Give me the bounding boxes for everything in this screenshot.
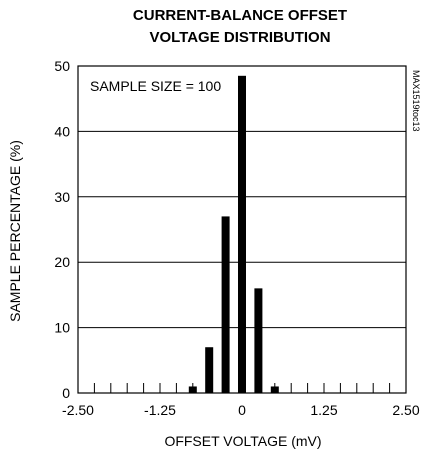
x-tick-label-0: -2.50 (62, 402, 94, 418)
x-tick-label-4: 2.50 (392, 402, 419, 418)
x-axis-label: OFFSET VOLTAGE (mV) (164, 433, 321, 449)
figure-tag: MAX1519toc13 (411, 70, 421, 132)
axis-ticks (93, 383, 391, 393)
x-tick-label-2: 0 (238, 402, 246, 418)
bar-2 (221, 216, 230, 393)
sample-size-note: SAMPLE SIZE = 100 (90, 78, 221, 94)
bars (188, 75, 279, 393)
y-tick-label-5: 50 (54, 58, 70, 74)
y-axis-label: SAMPLE PERCENTAGE (%) (7, 140, 23, 322)
plot-frame (77, 65, 407, 394)
y-tick-label-2: 20 (54, 254, 70, 270)
chart-title-line-2: VOLTAGE DISTRIBUTION (149, 29, 330, 46)
x-tick-label-3: 1.25 (310, 402, 337, 418)
bar-1 (205, 347, 214, 393)
bar-4 (254, 288, 263, 393)
x-tick-label-1: -1.25 (144, 402, 176, 418)
y-tick-label-4: 40 (54, 123, 70, 139)
y-tick-label-1: 10 (54, 320, 70, 336)
y-tick-label-3: 30 (54, 189, 70, 205)
y-tick-label-0: 0 (62, 385, 70, 401)
bar-3 (238, 75, 246, 393)
tick-labels: -2.50 -1.25 0 1.25 2.50 0 10 20 30 40 50 (54, 58, 419, 418)
chart-title-line-1: CURRENT-BALANCE OFFSET (133, 7, 347, 24)
